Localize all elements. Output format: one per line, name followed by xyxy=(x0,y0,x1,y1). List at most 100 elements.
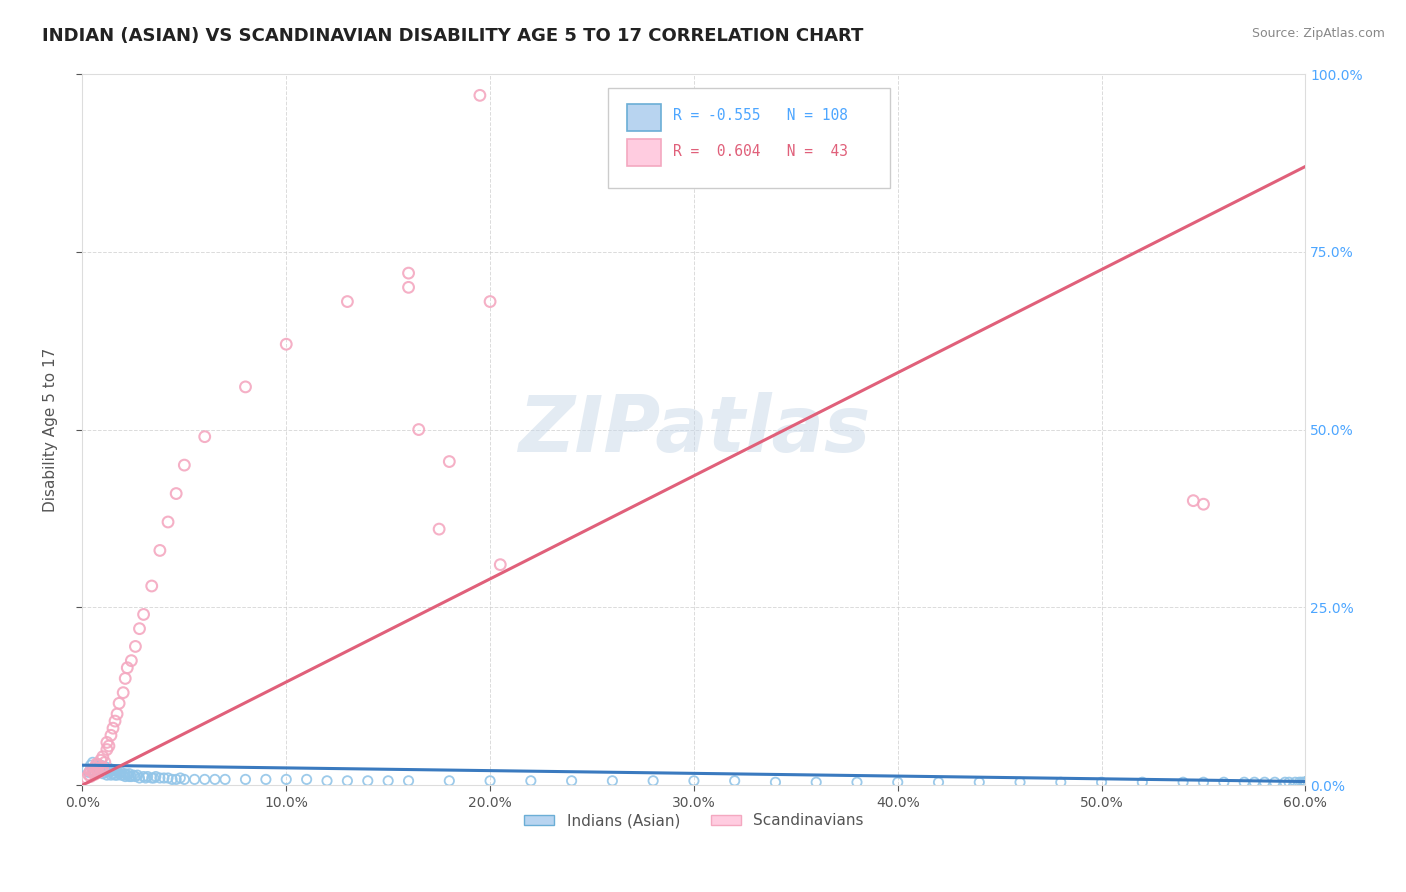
Point xyxy=(439,454,461,468)
Point xyxy=(94,765,117,780)
Point xyxy=(87,759,110,773)
Point xyxy=(96,742,118,756)
Point xyxy=(90,763,112,777)
Point xyxy=(86,763,108,777)
Point xyxy=(1278,775,1301,789)
Point xyxy=(117,661,139,675)
Point xyxy=(142,771,165,785)
Point xyxy=(1274,775,1296,789)
Point xyxy=(91,761,114,775)
Point xyxy=(408,423,430,437)
Point xyxy=(1294,775,1316,789)
Point xyxy=(97,761,120,775)
Point xyxy=(101,766,124,780)
Point xyxy=(1288,775,1310,789)
Point xyxy=(141,579,163,593)
Point xyxy=(96,735,118,749)
Point xyxy=(105,764,128,778)
Point xyxy=(602,773,624,788)
Point xyxy=(118,770,141,784)
Point xyxy=(173,772,195,787)
Point xyxy=(83,760,105,774)
Point xyxy=(94,759,117,773)
Point xyxy=(79,770,101,784)
Point xyxy=(94,756,117,770)
Point xyxy=(683,773,706,788)
Point xyxy=(846,775,869,789)
Point xyxy=(1090,775,1112,789)
Text: R =  0.604   N =  43: R = 0.604 N = 43 xyxy=(673,144,848,159)
Point xyxy=(100,768,122,782)
Point xyxy=(110,765,132,780)
Point xyxy=(1243,775,1265,789)
Point xyxy=(87,765,110,780)
Point xyxy=(157,771,180,785)
Point xyxy=(100,764,122,778)
Point xyxy=(561,773,583,788)
Point xyxy=(165,772,187,787)
Point xyxy=(1253,775,1275,789)
Point xyxy=(108,696,131,710)
Point xyxy=(105,706,128,721)
Point xyxy=(76,771,98,785)
Point xyxy=(235,380,257,394)
Point xyxy=(79,764,101,778)
Point xyxy=(1294,775,1316,789)
Point xyxy=(806,775,828,789)
Point xyxy=(1192,497,1215,511)
Point xyxy=(439,773,461,788)
Point xyxy=(520,773,543,788)
Point xyxy=(76,763,98,777)
Point xyxy=(479,773,502,788)
Point xyxy=(1294,775,1316,789)
Point xyxy=(1291,775,1313,789)
Point xyxy=(398,266,420,280)
Point xyxy=(336,294,359,309)
Point xyxy=(79,758,101,772)
Point xyxy=(132,607,155,622)
Point xyxy=(83,760,105,774)
Point xyxy=(141,771,163,785)
Point xyxy=(160,772,183,787)
Point xyxy=(1171,775,1194,789)
Point xyxy=(765,775,787,789)
Point xyxy=(1130,775,1153,789)
Point xyxy=(91,749,114,764)
Point xyxy=(1284,775,1306,789)
Point xyxy=(114,672,136,686)
Point xyxy=(927,775,949,789)
Point xyxy=(254,772,277,787)
Point xyxy=(96,768,118,782)
Point xyxy=(120,654,142,668)
Point xyxy=(114,766,136,780)
Point xyxy=(101,721,124,735)
Point xyxy=(86,764,108,778)
Point xyxy=(1233,775,1256,789)
Point xyxy=(118,766,141,780)
FancyBboxPatch shape xyxy=(609,88,890,188)
Point xyxy=(398,280,420,294)
Point xyxy=(316,773,339,788)
Point xyxy=(1294,775,1316,789)
Point xyxy=(104,764,127,778)
Point xyxy=(120,770,142,784)
Point xyxy=(173,458,195,472)
Point xyxy=(90,764,112,778)
Point xyxy=(276,337,298,351)
Point xyxy=(165,486,187,500)
Point xyxy=(124,640,146,654)
Point xyxy=(83,765,105,780)
Point xyxy=(90,753,112,767)
Point xyxy=(110,768,132,782)
Point xyxy=(479,294,502,309)
Point xyxy=(86,756,108,771)
FancyBboxPatch shape xyxy=(627,139,661,167)
Point xyxy=(77,767,100,781)
Point xyxy=(117,768,139,782)
Point xyxy=(96,763,118,777)
Text: R = -0.555   N = 108: R = -0.555 N = 108 xyxy=(673,109,848,123)
Point xyxy=(87,758,110,772)
Point xyxy=(87,765,110,780)
Y-axis label: Disability Age 5 to 17: Disability Age 5 to 17 xyxy=(44,347,58,512)
Point xyxy=(82,764,104,778)
